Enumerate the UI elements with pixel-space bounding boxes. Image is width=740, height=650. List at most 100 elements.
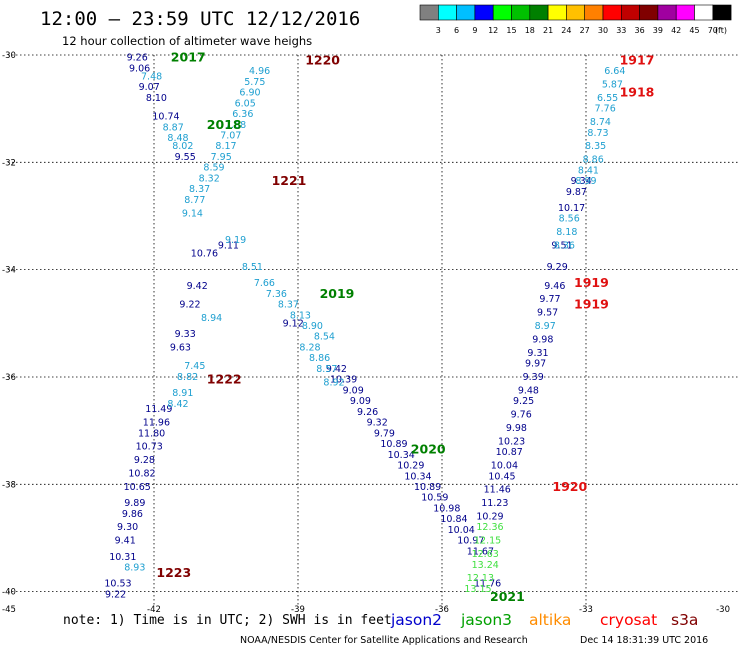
- chart-subtitle: 12 hour collection of altimeter wave hei…: [62, 34, 312, 48]
- wave-height-label: 9.76: [511, 410, 532, 421]
- wave-height-label: 8.82: [177, 372, 198, 383]
- wave-height-label: 8.48: [167, 133, 188, 144]
- wave-height-label: 9.07: [139, 82, 160, 93]
- colorbar-swatch: [492, 4, 512, 21]
- wave-height-label: 6.05: [235, 98, 256, 109]
- wave-height-label: 9.11: [218, 241, 239, 252]
- wave-height-values: 9.269.069.078.1010.749.559.1110.769.429.…: [104, 53, 625, 601]
- colorbar-swatch: [511, 4, 531, 21]
- wave-height-label: 11.46: [484, 485, 511, 496]
- wave-height-label: 9.33: [175, 329, 196, 340]
- wave-height-label: 8.32: [199, 173, 220, 184]
- colorbar-label: 12: [488, 26, 498, 35]
- wave-height-label: 8.93: [124, 562, 145, 573]
- wave-height-label: 6.55: [597, 93, 618, 104]
- colorbar-swatch: [639, 4, 659, 21]
- wave-height-label: 9.26: [357, 407, 378, 418]
- chart-title: 12:00 – 23:59 UTC 12/12/2016: [40, 8, 360, 30]
- colorbar-swatch: [474, 4, 494, 21]
- wave-height-label: 8.42: [167, 399, 188, 410]
- x-tick-label: -36: [435, 605, 449, 615]
- colorbar-label: 24: [561, 26, 571, 35]
- x-tick-label: -45: [2, 605, 16, 615]
- colorbar-label: 33: [616, 26, 626, 35]
- wave-height-label: 8.41: [578, 165, 599, 176]
- credit-text: NOAA/NESDIS Center for Satellite Applica…: [240, 635, 528, 646]
- wave-height-label: 5.87: [602, 80, 623, 91]
- wave-height-label: 9.79: [374, 428, 395, 439]
- wave-height-label: 9.22: [105, 589, 126, 600]
- y-tick-label: -36: [2, 373, 16, 383]
- wave-height-label: 13.15: [464, 584, 491, 595]
- wave-height-label: 8.86: [309, 353, 330, 364]
- pass-number-label: 1221: [272, 173, 307, 188]
- wave-height-label: 8.99: [575, 176, 596, 187]
- wave-height-label: 8.51: [242, 262, 263, 273]
- wave-height-label: 6.64: [604, 66, 625, 77]
- wave-height-label: 9.42: [187, 281, 208, 292]
- wave-height-label: 9.09: [343, 385, 364, 396]
- wave-height-label: 10.59: [421, 493, 448, 504]
- wave-height-label: 8.59: [203, 163, 224, 174]
- wave-height-label: 10.84: [440, 514, 467, 525]
- wave-height-label: 10.89: [414, 482, 441, 493]
- wave-height-label: 9.51: [551, 241, 572, 252]
- wave-height-label: 5.75: [244, 77, 265, 88]
- wave-height-label: 8.92: [323, 377, 344, 388]
- colorbar-swatch: [566, 4, 586, 21]
- legend-altika: altika: [529, 611, 571, 629]
- wave-height-label: 8.86: [583, 155, 604, 166]
- wave-height-label: 11.23: [481, 498, 508, 509]
- colorbar-label: 45: [689, 26, 699, 35]
- wave-height-label: 10.73: [136, 442, 163, 453]
- colorbar-label: 42: [671, 26, 681, 35]
- wave-height-label: 9.57: [537, 308, 558, 319]
- colorbar-label: 18: [525, 26, 535, 35]
- wave-height-label: 9.06: [129, 63, 150, 74]
- wave-height-label: 7.76: [595, 104, 616, 115]
- wave-height-label: 9.25: [513, 396, 534, 407]
- colorbar-label: 15: [506, 26, 516, 35]
- pass-number-label: 1918: [620, 85, 655, 100]
- wave-height-label: 9.22: [179, 300, 200, 311]
- wave-height-label: 8.13: [290, 310, 311, 321]
- wave-height-label: 11.49: [145, 404, 172, 415]
- wave-height-label: 10.74: [152, 112, 179, 123]
- wave-height-label: 9.14: [182, 208, 203, 219]
- wave-height-label: 8.10: [146, 93, 167, 104]
- wave-height-label: 9.41: [115, 536, 136, 547]
- y-tick-label: -30: [2, 51, 16, 61]
- colorbar-unit: (ft): [715, 26, 727, 35]
- wave-height-label: 10.97: [457, 536, 484, 547]
- wave-height-label: 8.54: [314, 332, 335, 343]
- wave-height-label: 10.29: [397, 461, 424, 472]
- wave-height-label: 9.19: [225, 235, 246, 246]
- pass-number-label: 2021: [490, 589, 525, 604]
- wave-height-label: 11.67: [467, 546, 494, 557]
- colorbar-swatch: [437, 4, 457, 21]
- x-tick-label: -30: [716, 605, 730, 615]
- wave-height-label: 8.56: [559, 214, 580, 225]
- wave-height-label: 8.28: [299, 342, 320, 353]
- wave-height-label: 7.66: [254, 278, 275, 289]
- colorbar-swatch: [547, 4, 567, 21]
- wave-height-label: 8.37: [189, 184, 210, 195]
- pass-number-label: 1223: [156, 565, 191, 580]
- wave-height-label: 12.63: [472, 549, 499, 560]
- wave-height-label: 8.02: [172, 141, 193, 152]
- wave-height-label: 10.45: [488, 471, 515, 482]
- wave-height-label: 9.55: [175, 152, 196, 163]
- wave-height-label: 9.42: [326, 364, 347, 375]
- wave-height-label: 8.36: [554, 241, 575, 252]
- colorbar-swatch: [456, 4, 476, 21]
- wave-height-label: 10.53: [104, 579, 131, 590]
- wave-height-label: 9.34: [571, 176, 592, 187]
- colorbar-swatch: [657, 4, 677, 21]
- satellite-legend: jason2 jason3 altika cryosat s3a: [390, 611, 698, 629]
- wave-height-label: 8.94: [201, 313, 222, 324]
- wave-height-label: 8.35: [585, 141, 606, 152]
- wave-height-label: 9.48: [518, 385, 539, 396]
- colorbar-label: 6: [454, 26, 459, 35]
- wave-height-label: 10.39: [330, 375, 357, 386]
